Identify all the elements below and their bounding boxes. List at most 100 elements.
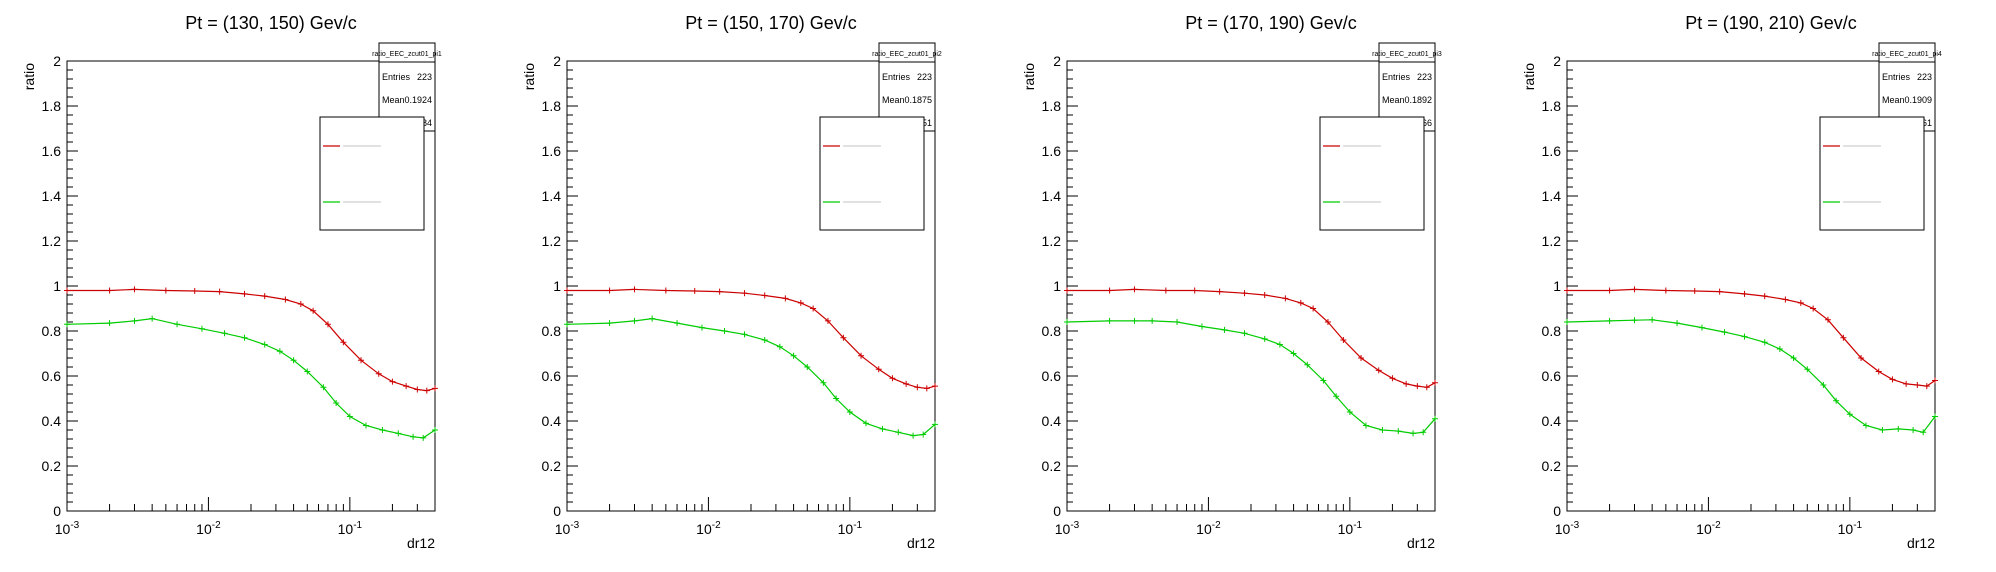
chart-panel-2: Pt = (150, 170) Gev/c 0 0.2 0.4 0.6 0.8 1 1.2 1.…	[521, 13, 942, 551]
stats-row-label: Mean	[882, 95, 905, 105]
stats-box-name: ratio_EEC_zcut01_pi2	[872, 51, 942, 58]
x-tick-label: 10-3	[55, 520, 80, 537]
y-tick-label: 1.8	[1042, 98, 1062, 114]
chart-title: Pt = (170, 190) Gev/c	[1185, 13, 1357, 33]
x-axis-label: dr12	[1407, 535, 1435, 551]
stats-box	[878, 42, 936, 132]
y-tick-label: 1.4	[1042, 188, 1062, 204]
y-tick-label: 0.4	[542, 413, 562, 429]
y-tick-label: 1.2	[1042, 233, 1062, 249]
y-tick-label: 1.6	[1042, 143, 1062, 159]
x-tick-label: 10-3	[1055, 520, 1080, 537]
y-tick-label: 0	[1553, 503, 1561, 519]
chart-title: Pt = (190, 210) Gev/c	[1685, 13, 1857, 33]
y-tick-label: 1.8	[542, 98, 562, 114]
stats-row-value: 223	[917, 72, 932, 82]
series-line-red	[1567, 288, 1936, 387]
stats-row-value: 223	[1917, 72, 1932, 82]
legend-box	[819, 116, 925, 231]
y-tick-label: 2	[53, 53, 61, 69]
series-line-red	[567, 288, 936, 390]
stats-box-name: ratio_EEC_zcut01_pi1	[372, 51, 442, 58]
series-line-red	[67, 288, 436, 392]
x-tick-label: 10-1	[1338, 520, 1363, 537]
stats-row-value: 223	[1417, 72, 1432, 82]
stats-row-label: Mean	[1382, 95, 1405, 105]
chart-title: Pt = (150, 170) Gev/c	[685, 13, 857, 33]
y-tick-label: 1.4	[542, 188, 562, 204]
y-tick-label: 0.2	[1542, 458, 1562, 474]
y-tick-label: 1.4	[42, 188, 62, 204]
x-axis-label: dr12	[907, 535, 935, 551]
x-axis-label: dr12	[407, 535, 435, 551]
y-tick-label: 1.2	[542, 233, 562, 249]
y-tick-label: 0	[553, 503, 561, 519]
y-axis-label: ratio	[21, 63, 37, 90]
y-tick-label: 1	[1053, 278, 1061, 294]
legend-box	[319, 116, 425, 231]
chart-panel-3: Pt = (170, 190) Gev/c 0 0.2 0.4 0.6 0.8 1 1.2 1.…	[1021, 13, 1442, 551]
y-tick-label: 1	[553, 278, 561, 294]
y-tick-label: 0.6	[1042, 368, 1062, 384]
stats-row-label: Mean	[382, 95, 405, 105]
chart-panel-4: Pt = (190, 210) Gev/c 0 0.2 0.4 0.6 0.8 1 1.2 1.…	[1521, 13, 1942, 551]
y-tick-label: 0.2	[42, 458, 62, 474]
stats-box	[378, 42, 436, 132]
chart-title: Pt = (130, 150) Gev/c	[185, 13, 357, 33]
x-tick-label: 10-1	[1838, 520, 1863, 537]
y-tick-label: 1.6	[1542, 143, 1562, 159]
x-axis-label: dr12	[1907, 535, 1935, 551]
legend-box	[1819, 116, 1925, 231]
stats-box-name: ratio_EEC_zcut01_pi3	[1372, 51, 1442, 58]
y-axis-label: ratio	[521, 63, 537, 90]
series-line-red	[1067, 288, 1436, 388]
stats-box	[1878, 42, 1936, 132]
y-tick-label: 1	[53, 278, 61, 294]
x-tick-label: 10-2	[1696, 520, 1721, 537]
y-tick-label: 0.6	[1542, 368, 1562, 384]
y-tick-label: 0.8	[42, 323, 62, 339]
y-tick-label: 0.4	[1042, 413, 1062, 429]
y-tick-label: 1.8	[1542, 98, 1562, 114]
legend-box	[1319, 116, 1425, 231]
y-tick-label: 0.8	[542, 323, 562, 339]
x-tick-label: 10-2	[196, 520, 221, 537]
y-tick-label: 1	[1553, 278, 1561, 294]
stats-row-label: Entries	[382, 72, 411, 82]
y-tick-label: 0.2	[1042, 458, 1062, 474]
y-tick-label: 0.6	[542, 368, 562, 384]
y-tick-label: 1.4	[1542, 188, 1562, 204]
y-tick-label: 0.6	[42, 368, 62, 384]
stats-row-value: 0.1924	[404, 95, 432, 105]
series-line-green	[566, 317, 936, 437]
y-axis-label: ratio	[1521, 63, 1537, 90]
y-tick-label: 0	[1053, 503, 1061, 519]
y-tick-label: 1.2	[1542, 233, 1562, 249]
stats-row-label: Entries	[882, 72, 911, 82]
stats-row-label: Entries	[1382, 72, 1411, 82]
x-tick-label: 10-3	[1555, 520, 1580, 537]
series-line-green	[1066, 320, 1436, 435]
y-tick-label: 2	[553, 53, 561, 69]
y-tick-label: 1.8	[42, 98, 62, 114]
x-tick-label: 10-2	[696, 520, 721, 537]
stats-box-name: ratio_EEC_zcut01_pi4	[1872, 51, 1942, 58]
x-tick-label: 10-3	[555, 520, 580, 537]
stats-row-value: 0.1892	[1404, 95, 1432, 105]
stats-box	[1378, 42, 1436, 132]
y-axis-label: ratio	[1021, 63, 1037, 90]
y-tick-label: 0.8	[1542, 323, 1562, 339]
stats-row-label: Mean	[1882, 95, 1905, 105]
x-tick-label: 10-1	[338, 520, 363, 537]
y-tick-label: 0.4	[42, 413, 62, 429]
y-tick-label: 2	[1053, 53, 1061, 69]
x-tick-label: 10-2	[1196, 520, 1221, 537]
stats-row-value: 0.1909	[1904, 95, 1932, 105]
y-tick-label: 0.2	[542, 458, 562, 474]
y-tick-label: 2	[1553, 53, 1561, 69]
x-tick-label: 10-1	[838, 520, 863, 537]
y-tick-label: 1.6	[542, 143, 562, 159]
y-tick-label: 0.4	[1542, 413, 1562, 429]
y-tick-label: 1.2	[42, 233, 62, 249]
